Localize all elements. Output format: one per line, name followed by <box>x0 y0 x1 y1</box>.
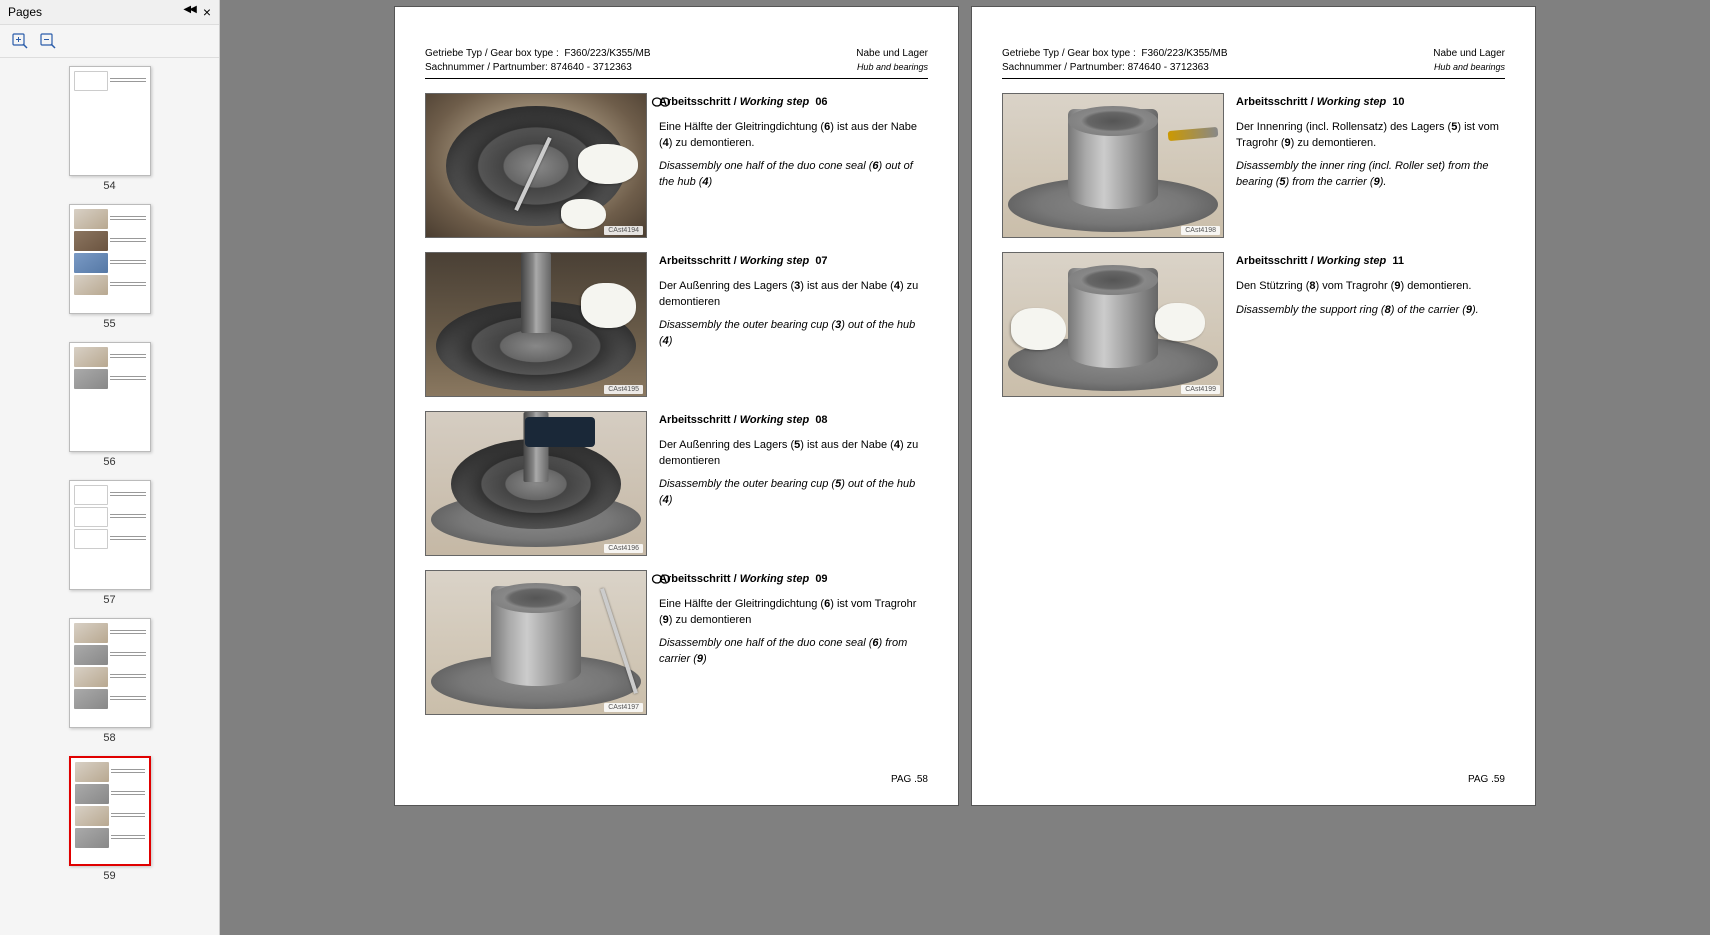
working-step: CAst4198 Arbeitsschritt / Working step 10… <box>1002 93 1505 238</box>
step-title: Arbeitsschritt / Working step 07 <box>659 254 928 269</box>
thumbnail-page-59[interactable]: 59 <box>0 756 219 882</box>
thumbnail-preview <box>69 66 151 176</box>
step-text: Arbeitsschritt / Working step 08 Der Auße… <box>659 411 928 556</box>
step-german: Eine Hälfte der Gleitringdichtung (6) is… <box>659 597 928 628</box>
thumbnail-page-56[interactable]: 56 <box>0 342 219 468</box>
step-german: Der Innenring (incl. Rollensatz) des Lag… <box>1236 120 1505 151</box>
sidebar-toolbar <box>0 25 219 58</box>
page-number: PAG .59 <box>1002 766 1505 785</box>
close-icon[interactable]: × <box>203 4 211 20</box>
collapse-icon[interactable]: ◀◀ <box>183 4 194 20</box>
thumbnail-number: 56 <box>103 456 115 468</box>
thumbnail-number: 57 <box>103 594 115 606</box>
zoom-in-icon[interactable] <box>10 31 30 51</box>
step-photo: CAst4198 <box>1002 93 1224 238</box>
safety-goggles-icon <box>651 572 671 586</box>
photo-ref: CAst4194 <box>604 226 643 235</box>
step-title: Arbeitsschritt / Working step 09 <box>659 572 928 587</box>
header-left: Getriebe Typ / Gear box type : F360/223/… <box>1002 47 1228 74</box>
step-german: Der Außenring des Lagers (3) ist aus der… <box>659 279 928 310</box>
working-step: CAst4197 Arbeitsschritt / Working step 09… <box>425 570 928 715</box>
step-german: Eine Hälfte der Gleitringdichtung (6) is… <box>659 120 928 151</box>
page-header: Getriebe Typ / Gear box type : F360/223/… <box>425 47 928 79</box>
thumbnail-preview <box>69 618 151 728</box>
working-step: CAst4196 Arbeitsschritt / Working step 08… <box>425 411 928 556</box>
working-step: CAst4195 Arbeitsschritt / Working step 07… <box>425 252 928 397</box>
step-photo: CAst4197 <box>425 570 647 715</box>
working-step: CAst4199 Arbeitsschritt / Working step 11… <box>1002 252 1505 397</box>
step-title: Arbeitsschritt / Working step 10 <box>1236 95 1505 110</box>
sidebar-header: Pages ◀◀ × <box>0 0 219 25</box>
zoom-out-icon[interactable] <box>38 31 58 51</box>
step-english: Disassembly the outer bearing cup (5) ou… <box>659 477 928 508</box>
page-header: Getriebe Typ / Gear box type : F360/223/… <box>1002 47 1505 79</box>
step-english: Disassembly the outer bearing cup (3) ou… <box>659 318 928 349</box>
step-german: Den Stützring (8) vom Tragrohr (9) demon… <box>1236 279 1505 294</box>
step-photo: CAst4199 <box>1002 252 1224 397</box>
step-text: Arbeitsschritt / Working step 09 Eine Häl… <box>659 570 928 715</box>
thumbnail-list[interactable]: 54 55 56 57 58 59 <box>0 58 219 935</box>
thumbnail-number: 58 <box>103 732 115 744</box>
document-page: Getriebe Typ / Gear box type : F360/223/… <box>394 6 959 806</box>
step-english: Disassembly one half of the duo cone sea… <box>659 636 928 667</box>
step-english: Disassembly one half of the duo cone sea… <box>659 159 928 190</box>
pages-sidebar: Pages ◀◀ × 54 55 56 57 58 59 <box>0 0 220 935</box>
header-right: Nabe und LagerHub and bearings <box>856 47 928 74</box>
photo-ref: CAst4199 <box>1181 385 1220 394</box>
photo-ref: CAst4196 <box>604 544 643 553</box>
thumbnail-page-54[interactable]: 54 <box>0 66 219 192</box>
step-title: Arbeitsschritt / Working step 11 <box>1236 254 1505 269</box>
thumbnail-page-58[interactable]: 58 <box>0 618 219 744</box>
step-text: Arbeitsschritt / Working step 10 Der Inne… <box>1236 93 1505 238</box>
step-text: Arbeitsschritt / Working step 06 Eine Häl… <box>659 93 928 238</box>
safety-goggles-icon <box>651 95 671 109</box>
document-page: Getriebe Typ / Gear box type : F360/223/… <box>971 6 1536 806</box>
step-english: Disassembly the inner ring (incl. Roller… <box>1236 159 1505 190</box>
photo-ref: CAst4197 <box>604 703 643 712</box>
thumbnail-preview <box>69 342 151 452</box>
thumbnail-page-57[interactable]: 57 <box>0 480 219 606</box>
thumbnail-preview <box>69 480 151 590</box>
step-photo: CAst4195 <box>425 252 647 397</box>
header-right: Nabe und LagerHub and bearings <box>1433 47 1505 74</box>
photo-ref: CAst4198 <box>1181 226 1220 235</box>
step-image-wrap: CAst4197 <box>425 570 647 715</box>
working-step: CAst4194 Arbeitsschritt / Working step 06… <box>425 93 928 238</box>
step-title: Arbeitsschritt / Working step 06 <box>659 95 928 110</box>
step-photo: CAst4194 <box>425 93 647 238</box>
step-german: Der Außenring des Lagers (5) ist aus der… <box>659 438 928 469</box>
photo-ref: CAst4195 <box>604 385 643 394</box>
header-left: Getriebe Typ / Gear box type : F360/223/… <box>425 47 651 74</box>
thumbnail-preview <box>69 756 151 866</box>
thumbnail-number: 54 <box>103 180 115 192</box>
step-image-wrap: CAst4194 <box>425 93 647 238</box>
thumbnail-preview <box>69 204 151 314</box>
step-image-wrap: CAst4196 <box>425 411 647 556</box>
step-photo: CAst4196 <box>425 411 647 556</box>
sidebar-title: Pages <box>8 5 42 19</box>
thumbnail-page-55[interactable]: 55 <box>0 204 219 330</box>
step-image-wrap: CAst4198 <box>1002 93 1224 238</box>
thumbnail-number: 55 <box>103 318 115 330</box>
page-number: PAG .58 <box>425 766 928 785</box>
step-image-wrap: CAst4199 <box>1002 252 1224 397</box>
step-title: Arbeitsschritt / Working step 08 <box>659 413 928 428</box>
document-viewer[interactable]: Getriebe Typ / Gear box type : F360/223/… <box>220 0 1710 935</box>
step-text: Arbeitsschritt / Working step 11 Den Stüt… <box>1236 252 1505 397</box>
step-image-wrap: CAst4195 <box>425 252 647 397</box>
step-english: Disassembly the support ring (8) of the … <box>1236 303 1505 318</box>
step-text: Arbeitsschritt / Working step 07 Der Auße… <box>659 252 928 397</box>
thumbnail-number: 59 <box>103 870 115 882</box>
